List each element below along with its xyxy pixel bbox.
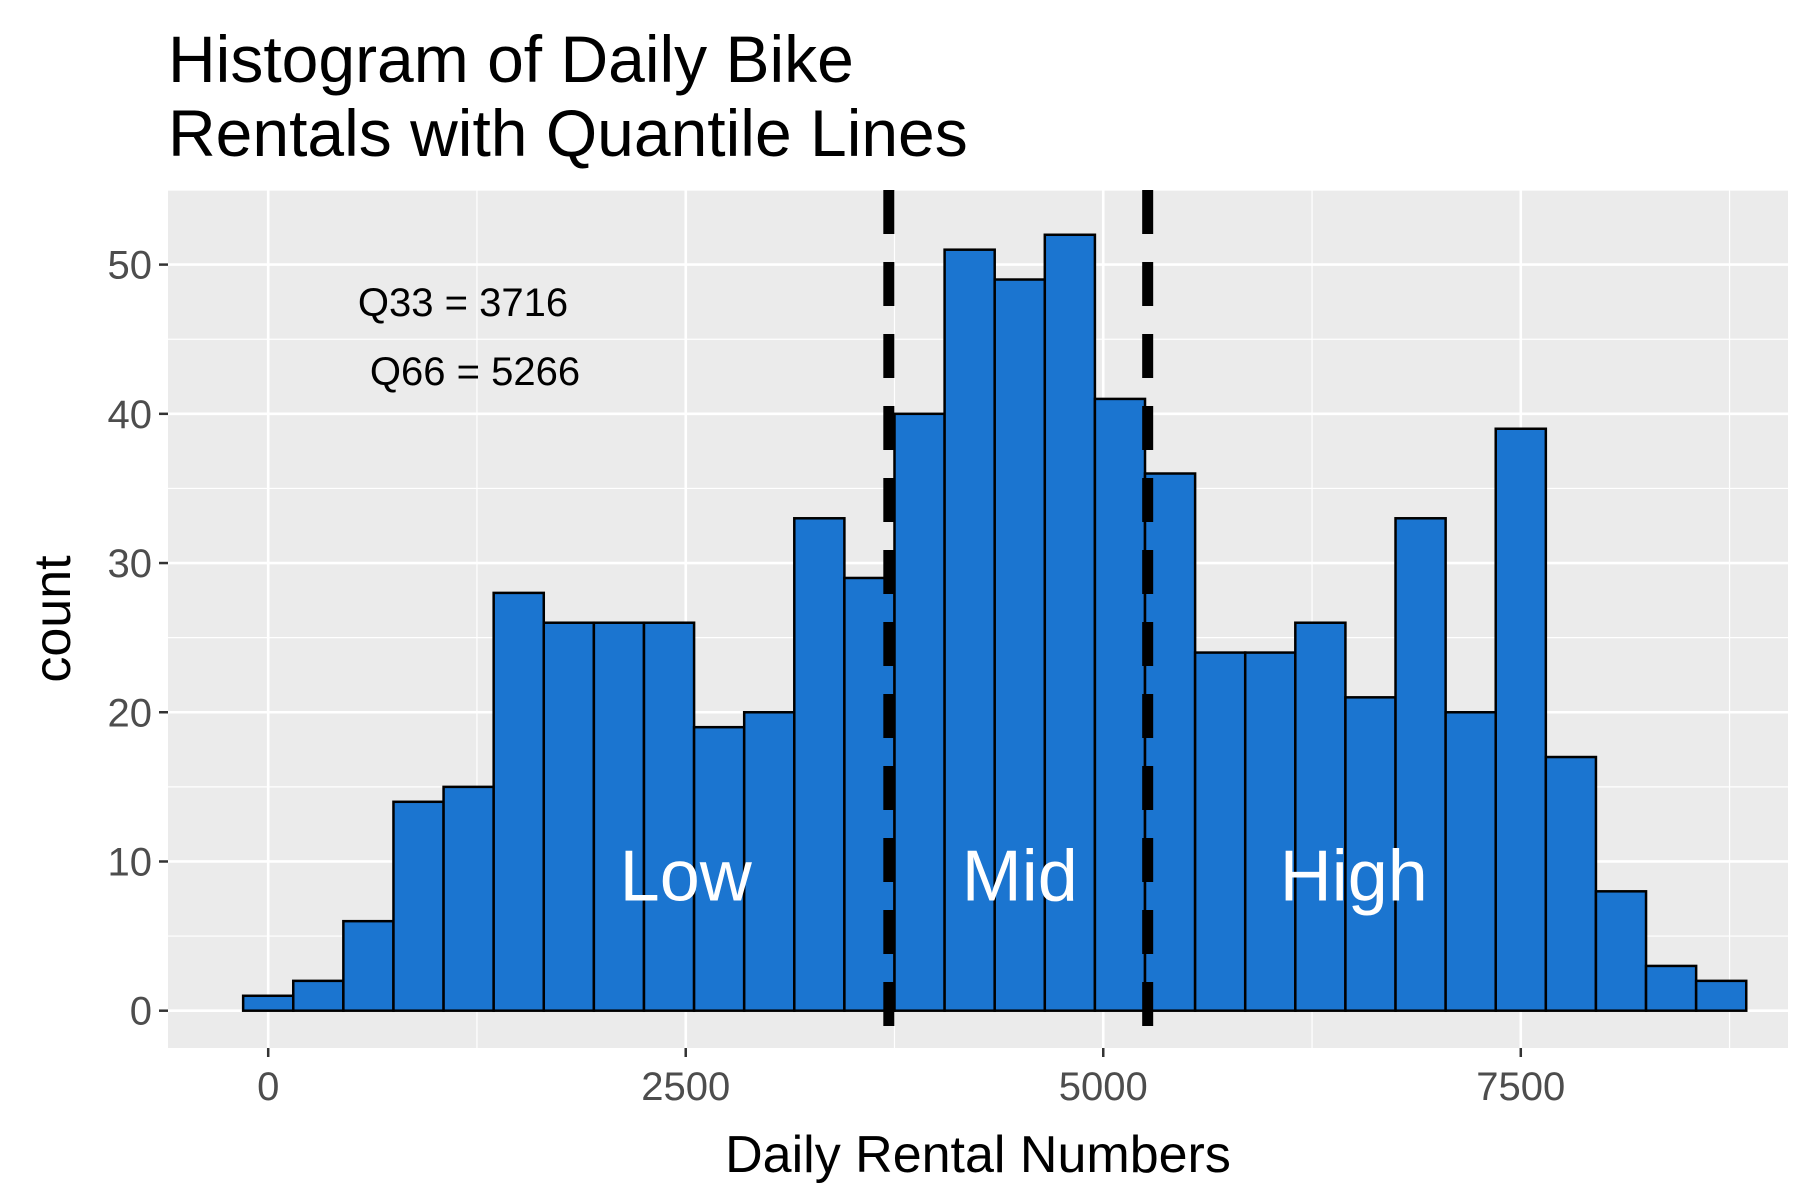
x-tick-label: 7500 — [1476, 1065, 1565, 1109]
histogram-bars — [241, 233, 1748, 1012]
histogram-bar — [1344, 696, 1397, 1012]
annotation-q66: Q66 = 5266 — [370, 350, 580, 394]
y-tick-label: 30 — [108, 542, 153, 586]
histogram-bar — [642, 621, 696, 1012]
chart-title: Histogram of Daily Bike Rentals with Qua… — [168, 22, 968, 170]
histogram-bar — [1394, 517, 1447, 1012]
region-label-low: Low — [620, 836, 753, 916]
x-tick-label: 0 — [257, 1065, 279, 1109]
annotation-q33: Q33 = 3716 — [358, 281, 568, 325]
x-axis-label: Daily Rental Numbers — [725, 1126, 1231, 1184]
histogram-bar — [1294, 621, 1347, 1012]
y-tick-label: 20 — [108, 691, 153, 735]
region-label-high: High — [1280, 836, 1428, 916]
histogram-bar — [1594, 890, 1648, 1012]
x-axis: 0 2500 5000 7500 — [257, 1048, 1565, 1109]
histogram-bar — [442, 785, 495, 1012]
histogram-bar — [492, 591, 546, 1012]
histogram-bar — [292, 979, 345, 1012]
histogram-bar — [1694, 979, 1748, 1012]
histogram-bar — [793, 517, 846, 1012]
y-tick-label: 50 — [108, 244, 153, 288]
histogram-bar — [1243, 651, 1297, 1012]
histogram-bar — [1494, 427, 1548, 1012]
histogram-bar — [1093, 397, 1147, 1012]
region-labels: Low Mid High — [620, 836, 1428, 916]
histogram-bar — [592, 621, 646, 1012]
region-label-mid: Mid — [962, 836, 1078, 916]
histogram-bar — [342, 919, 395, 1012]
x-tick-label: 5000 — [1059, 1065, 1148, 1109]
histogram-bar — [893, 412, 946, 1012]
histogram-bar — [241, 994, 295, 1012]
y-axis-label: count — [24, 555, 82, 683]
y-tick-label: 0 — [130, 990, 152, 1034]
histogram-bar — [1644, 964, 1698, 1012]
y-tick-label: 10 — [108, 840, 153, 884]
histogram-bar — [542, 621, 596, 1012]
histogram-bar — [1143, 472, 1197, 1012]
histogram-bar — [1544, 755, 1598, 1012]
histogram-bar — [392, 800, 445, 1012]
chart-title-line-2: Rentals with Quantile Lines — [168, 96, 968, 170]
histogram-bar — [1444, 711, 1497, 1012]
x-tick-label: 2500 — [641, 1065, 730, 1109]
y-tick-label: 40 — [108, 393, 153, 437]
y-axis: 0 10 20 30 40 50 — [108, 244, 168, 1034]
chart-title-line-1: Histogram of Daily Bike — [168, 22, 854, 96]
histogram-bar — [1193, 651, 1247, 1012]
